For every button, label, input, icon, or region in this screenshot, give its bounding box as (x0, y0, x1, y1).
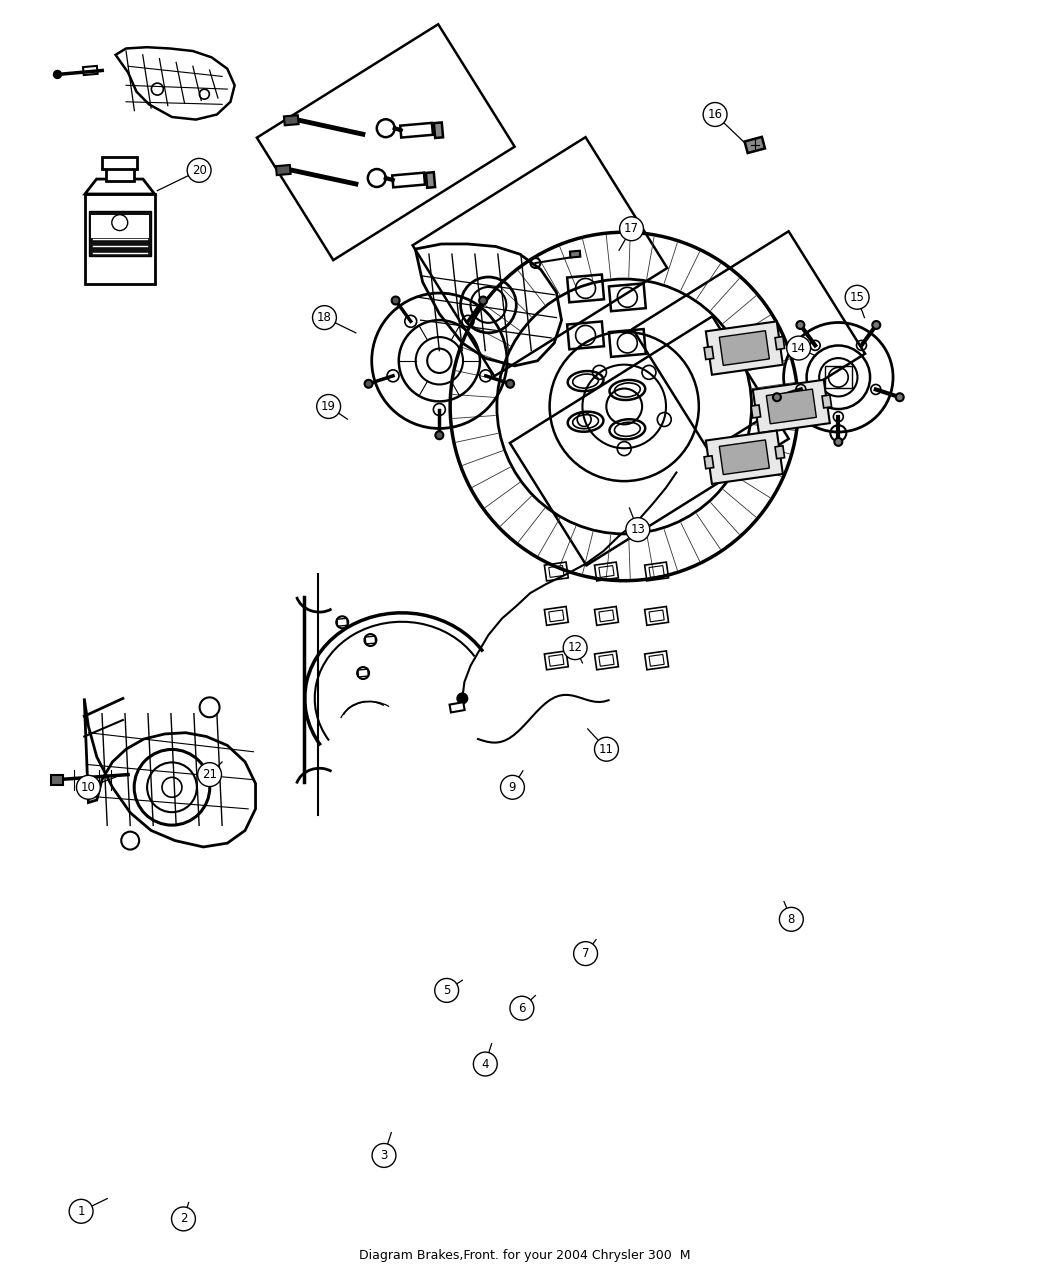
Circle shape (573, 942, 597, 965)
Circle shape (313, 306, 336, 329)
Circle shape (364, 380, 373, 388)
Circle shape (563, 636, 587, 659)
Text: 18: 18 (317, 311, 332, 324)
Circle shape (704, 102, 727, 126)
Circle shape (594, 737, 618, 761)
Polygon shape (822, 395, 832, 408)
Circle shape (873, 321, 880, 329)
Text: 11: 11 (598, 743, 614, 756)
Bar (106, 167, 133, 181)
Bar (85, 194, 154, 283)
Polygon shape (775, 446, 784, 459)
Circle shape (626, 518, 650, 542)
Text: 1: 1 (78, 1205, 85, 1218)
Circle shape (506, 380, 514, 388)
Circle shape (187, 158, 211, 182)
Text: 16: 16 (708, 108, 722, 121)
Polygon shape (706, 431, 783, 484)
Circle shape (620, 217, 644, 241)
Polygon shape (434, 122, 443, 138)
Polygon shape (449, 703, 465, 713)
Text: 14: 14 (791, 342, 806, 354)
Circle shape (171, 1207, 195, 1230)
Text: 8: 8 (788, 913, 795, 926)
Circle shape (435, 978, 459, 1002)
Polygon shape (753, 380, 830, 434)
Text: 15: 15 (849, 291, 864, 303)
Text: 3: 3 (380, 1149, 387, 1162)
Text: 10: 10 (81, 780, 96, 794)
Text: 20: 20 (192, 164, 207, 177)
Polygon shape (719, 330, 770, 366)
Circle shape (835, 437, 842, 446)
Circle shape (77, 775, 101, 799)
Text: 19: 19 (321, 400, 336, 413)
Circle shape (111, 214, 128, 231)
Text: 4: 4 (482, 1057, 489, 1071)
Text: 5: 5 (443, 984, 450, 997)
Polygon shape (85, 179, 154, 194)
Circle shape (479, 297, 487, 305)
Bar (102, 157, 138, 170)
Circle shape (54, 70, 62, 79)
Circle shape (458, 694, 467, 704)
Circle shape (392, 297, 400, 305)
Polygon shape (706, 321, 783, 375)
Text: 12: 12 (568, 641, 583, 654)
Polygon shape (705, 347, 714, 360)
Circle shape (779, 908, 803, 931)
Text: 2: 2 (180, 1213, 187, 1225)
Polygon shape (51, 775, 63, 784)
Circle shape (501, 775, 524, 799)
Circle shape (197, 762, 222, 787)
Text: 6: 6 (518, 1002, 526, 1015)
Polygon shape (570, 251, 581, 258)
Circle shape (786, 337, 811, 360)
Polygon shape (284, 115, 298, 125)
Text: 13: 13 (630, 523, 646, 536)
Text: 9: 9 (508, 780, 517, 794)
Polygon shape (276, 164, 291, 175)
Circle shape (845, 286, 869, 310)
Bar (89, 212, 150, 256)
Circle shape (317, 394, 340, 418)
Polygon shape (775, 337, 784, 349)
Polygon shape (744, 136, 765, 153)
Polygon shape (705, 455, 714, 469)
Bar (91, 215, 149, 238)
Text: 21: 21 (202, 768, 217, 782)
Circle shape (796, 321, 804, 329)
Circle shape (773, 393, 781, 402)
Text: 17: 17 (624, 222, 639, 236)
Text: 7: 7 (582, 947, 589, 960)
Polygon shape (751, 405, 760, 418)
Polygon shape (719, 440, 770, 474)
Circle shape (474, 1052, 498, 1076)
Polygon shape (426, 172, 435, 187)
Polygon shape (766, 389, 816, 423)
Text: Diagram Brakes,Front. for your 2004 Chrysler 300  M: Diagram Brakes,Front. for your 2004 Chry… (359, 1248, 691, 1262)
Circle shape (510, 996, 533, 1020)
Circle shape (896, 393, 904, 402)
Circle shape (69, 1200, 93, 1223)
Circle shape (436, 431, 443, 439)
Circle shape (372, 1144, 396, 1168)
